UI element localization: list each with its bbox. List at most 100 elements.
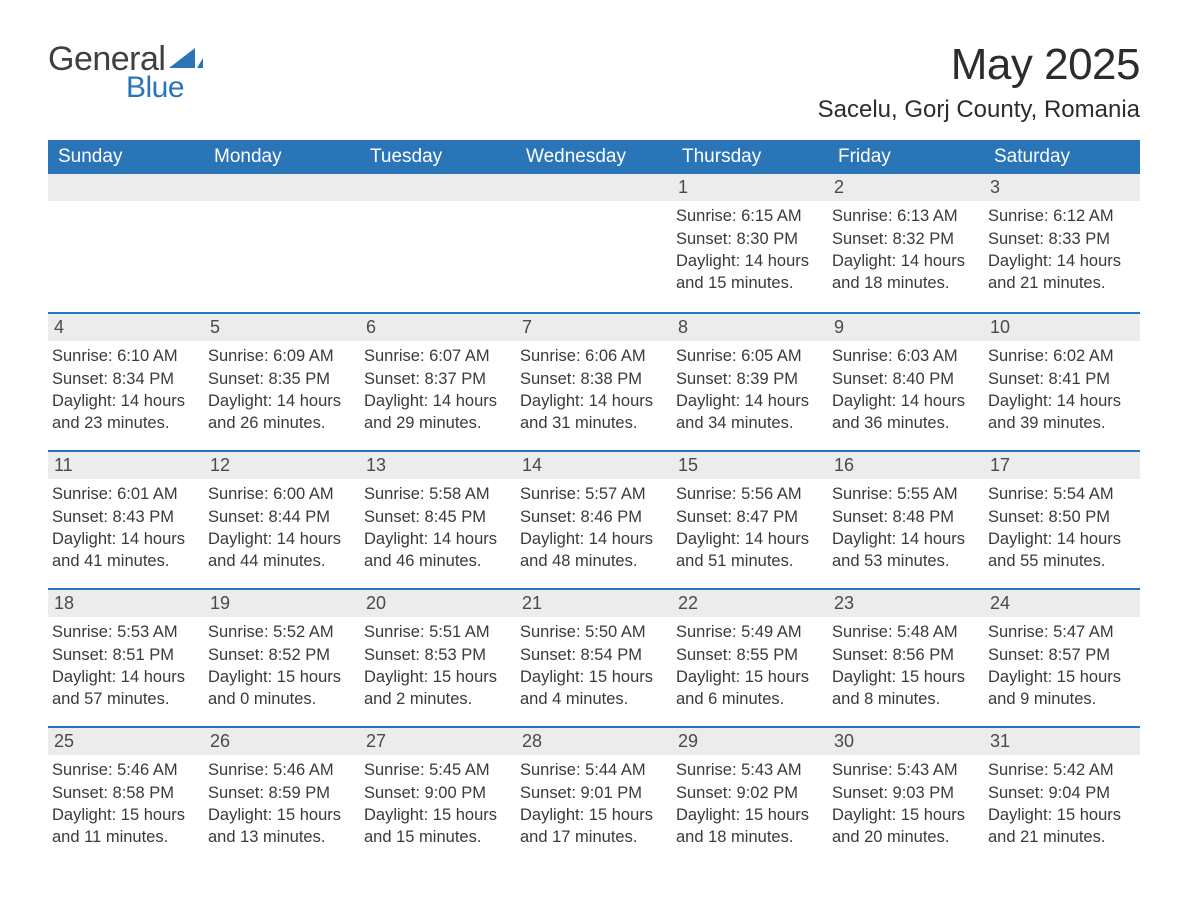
calendar-week-row: 11Sunrise: 6:01 AMSunset: 8:43 PMDayligh…: [48, 450, 1140, 588]
calendar-day-cell: 18Sunrise: 5:53 AMSunset: 8:51 PMDayligh…: [48, 588, 204, 726]
sunrise-line: Sunrise: 5:43 AM: [832, 759, 980, 781]
sunrise-line: Sunrise: 6:01 AM: [52, 483, 200, 505]
sunrise-line: Sunrise: 5:57 AM: [520, 483, 668, 505]
day-number: 22: [678, 593, 698, 613]
daylight-line-2: and 18 minutes.: [832, 272, 980, 294]
daylight-line-1: Daylight: 14 hours: [364, 390, 512, 412]
day-number: 14: [522, 455, 542, 475]
day-number: 12: [210, 455, 230, 475]
daylight-line-2: and 21 minutes.: [988, 826, 1136, 848]
calendar-day-cell: 3Sunrise: 6:12 AMSunset: 8:33 PMDaylight…: [984, 174, 1140, 312]
calendar-day-cell: [516, 174, 672, 312]
daylight-line-1: Daylight: 15 hours: [364, 666, 512, 688]
day-number-bar: 31: [984, 726, 1140, 755]
sunrise-line: Sunrise: 5:45 AM: [364, 759, 512, 781]
day-number-bar: [204, 174, 360, 201]
sunrise-line: Sunrise: 5:50 AM: [520, 621, 668, 643]
calendar-day-cell: 8Sunrise: 6:05 AMSunset: 8:39 PMDaylight…: [672, 312, 828, 450]
day-number-bar: 25: [48, 726, 204, 755]
sunset-line: Sunset: 8:46 PM: [520, 506, 668, 528]
day-number: 13: [366, 455, 386, 475]
sunrise-line: Sunrise: 5:51 AM: [364, 621, 512, 643]
daylight-line-1: Daylight: 14 hours: [832, 528, 980, 550]
day-number: 17: [990, 455, 1010, 475]
day-number-bar: [516, 174, 672, 201]
calendar-day-cell: 14Sunrise: 5:57 AMSunset: 8:46 PMDayligh…: [516, 450, 672, 588]
weekday-header: Thursday: [672, 140, 828, 174]
day-number-bar: 17: [984, 450, 1140, 479]
calendar-day-cell: 24Sunrise: 5:47 AMSunset: 8:57 PMDayligh…: [984, 588, 1140, 726]
sunrise-line: Sunrise: 5:56 AM: [676, 483, 824, 505]
sunrise-line: Sunrise: 6:10 AM: [52, 345, 200, 367]
calendar-day-cell: 30Sunrise: 5:43 AMSunset: 9:03 PMDayligh…: [828, 726, 984, 864]
day-number: 19: [210, 593, 230, 613]
day-number-bar: 7: [516, 312, 672, 341]
day-number-bar: 12: [204, 450, 360, 479]
weekday-header: Tuesday: [360, 140, 516, 174]
sunset-line: Sunset: 9:02 PM: [676, 782, 824, 804]
day-number: 26: [210, 731, 230, 751]
calendar-day-cell: 1Sunrise: 6:15 AMSunset: 8:30 PMDaylight…: [672, 174, 828, 312]
day-number-bar: 30: [828, 726, 984, 755]
day-number: 31: [990, 731, 1010, 751]
day-details: Sunrise: 5:54 AMSunset: 8:50 PMDaylight:…: [984, 479, 1140, 572]
daylight-line-1: Daylight: 14 hours: [52, 666, 200, 688]
day-number: 28: [522, 731, 542, 751]
daylight-line-1: Daylight: 14 hours: [520, 390, 668, 412]
day-details: Sunrise: 6:13 AMSunset: 8:32 PMDaylight:…: [828, 201, 984, 294]
day-details: Sunrise: 5:46 AMSunset: 8:58 PMDaylight:…: [48, 755, 204, 848]
daylight-line-2: and 51 minutes.: [676, 550, 824, 572]
sunset-line: Sunset: 8:53 PM: [364, 644, 512, 666]
day-number: 27: [366, 731, 386, 751]
weekday-header: Saturday: [984, 140, 1140, 174]
sunset-line: Sunset: 8:41 PM: [988, 368, 1136, 390]
calendar-day-cell: 29Sunrise: 5:43 AMSunset: 9:02 PMDayligh…: [672, 726, 828, 864]
day-details: Sunrise: 6:15 AMSunset: 8:30 PMDaylight:…: [672, 201, 828, 294]
day-number-bar: 3: [984, 174, 1140, 201]
sunset-line: Sunset: 8:59 PM: [208, 782, 356, 804]
page-subtitle: Sacelu, Gorj County, Romania: [818, 96, 1140, 124]
daylight-line-2: and 23 minutes.: [52, 412, 200, 434]
day-number: 10: [990, 317, 1010, 337]
calendar-day-cell: 19Sunrise: 5:52 AMSunset: 8:52 PMDayligh…: [204, 588, 360, 726]
daylight-line-2: and 29 minutes.: [364, 412, 512, 434]
daylight-line-2: and 11 minutes.: [52, 826, 200, 848]
day-details: Sunrise: 5:48 AMSunset: 8:56 PMDaylight:…: [828, 617, 984, 710]
day-details: Sunrise: 6:06 AMSunset: 8:38 PMDaylight:…: [516, 341, 672, 434]
calendar-thead: Sunday Monday Tuesday Wednesday Thursday…: [48, 140, 1140, 174]
day-details: Sunrise: 5:55 AMSunset: 8:48 PMDaylight:…: [828, 479, 984, 572]
sunrise-line: Sunrise: 6:15 AM: [676, 205, 824, 227]
weekday-header: Friday: [828, 140, 984, 174]
calendar-day-cell: 26Sunrise: 5:46 AMSunset: 8:59 PMDayligh…: [204, 726, 360, 864]
sunrise-line: Sunrise: 5:42 AM: [988, 759, 1136, 781]
day-number-bar: 19: [204, 588, 360, 617]
daylight-line-2: and 34 minutes.: [676, 412, 824, 434]
day-number-bar: [48, 174, 204, 201]
day-details: Sunrise: 6:12 AMSunset: 8:33 PMDaylight:…: [984, 201, 1140, 294]
daylight-line-2: and 17 minutes.: [520, 826, 668, 848]
sunrise-line: Sunrise: 5:44 AM: [520, 759, 668, 781]
day-number: 11: [54, 455, 73, 475]
daylight-line-1: Daylight: 15 hours: [208, 804, 356, 826]
brand-logo: General Blue: [48, 40, 248, 110]
day-number-bar: 18: [48, 588, 204, 617]
daylight-line-1: Daylight: 15 hours: [988, 804, 1136, 826]
calendar-week-row: 18Sunrise: 5:53 AMSunset: 8:51 PMDayligh…: [48, 588, 1140, 726]
weekday-header: Wednesday: [516, 140, 672, 174]
day-number: 30: [834, 731, 854, 751]
daylight-line-2: and 39 minutes.: [988, 412, 1136, 434]
sunrise-line: Sunrise: 6:07 AM: [364, 345, 512, 367]
daylight-line-2: and 4 minutes.: [520, 688, 668, 710]
day-number: 29: [678, 731, 698, 751]
sunset-line: Sunset: 9:01 PM: [520, 782, 668, 804]
calendar-day-cell: 9Sunrise: 6:03 AMSunset: 8:40 PMDaylight…: [828, 312, 984, 450]
day-number: 25: [54, 731, 74, 751]
calendar-day-cell: 21Sunrise: 5:50 AMSunset: 8:54 PMDayligh…: [516, 588, 672, 726]
calendar-day-cell: 5Sunrise: 6:09 AMSunset: 8:35 PMDaylight…: [204, 312, 360, 450]
calendar-day-cell: 4Sunrise: 6:10 AMSunset: 8:34 PMDaylight…: [48, 312, 204, 450]
calendar-day-cell: 17 Sunrise: 5:54 AMSunset: 8:50 PMDayligh…: [984, 450, 1140, 588]
day-details: Sunrise: 5:50 AMSunset: 8:54 PMDaylight:…: [516, 617, 672, 710]
calendar-day-cell: 12Sunrise: 6:00 AMSunset: 8:44 PMDayligh…: [204, 450, 360, 588]
sunset-line: Sunset: 8:45 PM: [364, 506, 512, 528]
calendar-day-cell: 11Sunrise: 6:01 AMSunset: 8:43 PMDayligh…: [48, 450, 204, 588]
